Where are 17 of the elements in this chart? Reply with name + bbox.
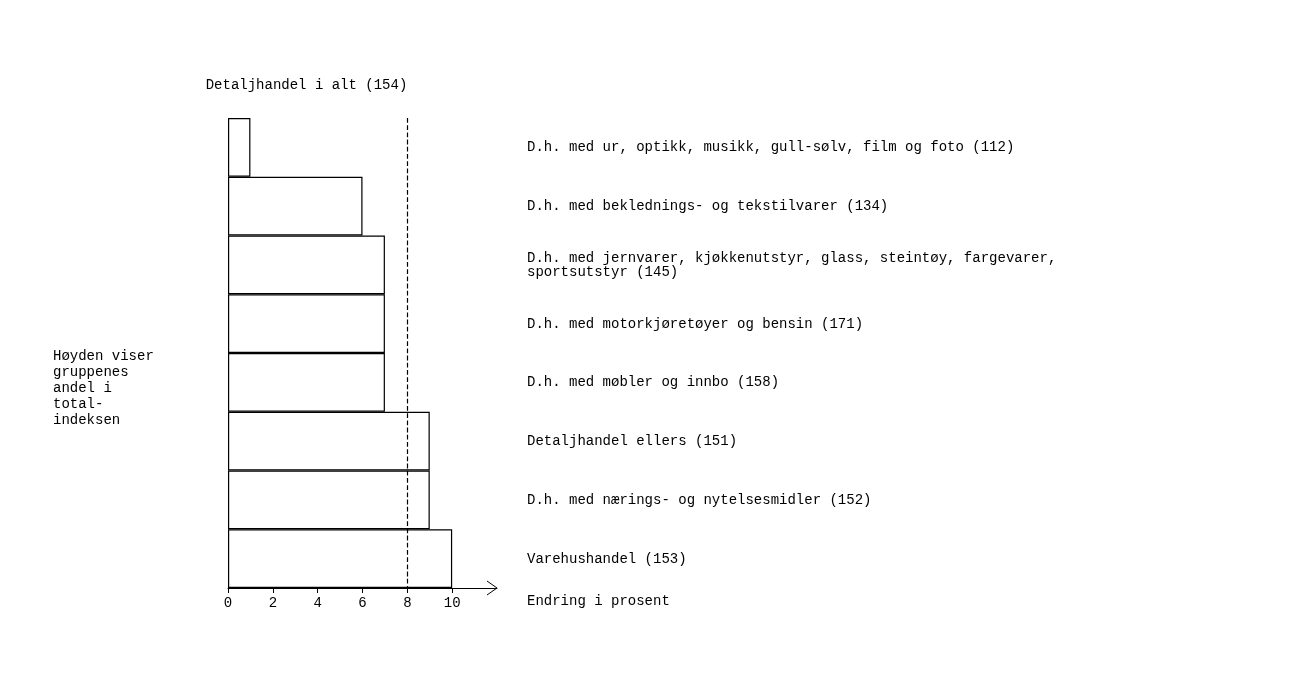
- ref-line-label: Detaljhandel i alt (154): [205, 77, 408, 93]
- y-tick-label: D.h. med møbler og innbo (158): [527, 374, 780, 391]
- y-tick-label: Varehushandel (153): [527, 550, 687, 567]
- y-tick-label: D.h. med beklednings- og tekstilvarer (134): [527, 198, 889, 215]
- x-tick-label: 0: [223, 595, 233, 611]
- x-axis-title: Endring i prosent: [527, 593, 670, 609]
- y-tick-label: D.h. med nærings- og nytelsesmidler (152): [527, 491, 872, 508]
- text: Høyden viser gruppenes andel i total- indeksen: [53, 348, 154, 428]
- x-tick-label: 4: [313, 595, 322, 611]
- x-tick-label: 6: [358, 595, 367, 611]
- x-tick-label: 2: [268, 595, 278, 611]
- y-tick-label: Detaljhandel ellers (151): [527, 433, 738, 450]
- x-tick-label: 8: [403, 595, 412, 611]
- x-tick-label: 10: [443, 595, 461, 611]
- y-tick-label: D.h. med motorkjøretøyer og bensin (171): [527, 315, 864, 332]
- y-tick-label: D.h. med jernvarer, kjøkkenutstyr, glass, steintøy, fargevarer, sportsutstyr (145): [527, 249, 1057, 280]
- y-tick-label: D.h. med ur, optikk, musikk, gull-sølv, film og foto (112): [527, 139, 1015, 156]
